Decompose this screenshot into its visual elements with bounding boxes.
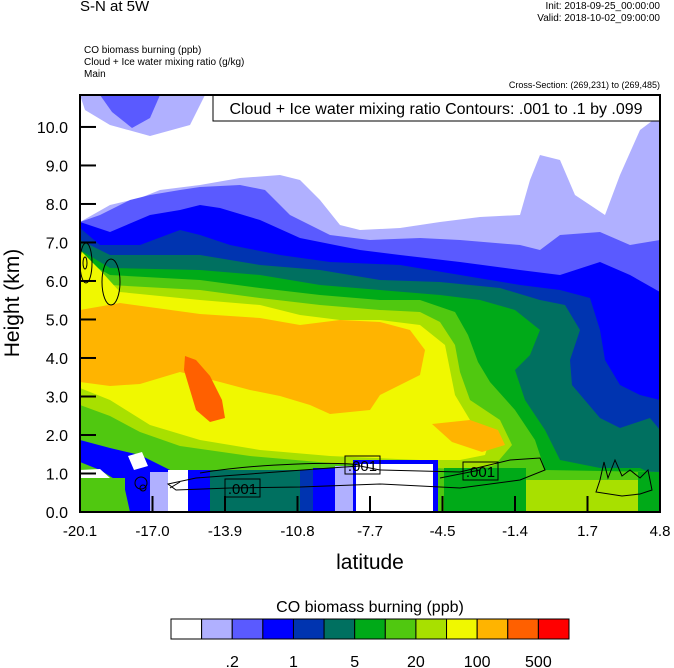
y-tick-label: 1.0 [46, 466, 68, 483]
plot-title: S-N at 5W [80, 0, 150, 15]
contour-legend-text: Cloud + Ice water mixing ratio Contours:… [229, 101, 642, 118]
y-tick-label: 3.0 [46, 389, 68, 406]
colorbar-swatch [323, 618, 356, 640]
contour-line [166, 457, 546, 491]
contour-label: .001 [228, 481, 257, 498]
surface-green [444, 468, 526, 512]
y-tick-label: 6.0 [46, 274, 68, 291]
y-axis-label: Height (km) [1, 249, 24, 358]
x-axis-label: latitude [336, 551, 404, 574]
colorbar-swatch [446, 618, 478, 640]
surface-white-b [356, 464, 433, 512]
surface-blue-b [313, 468, 335, 512]
y-tick-label: 7.0 [46, 235, 68, 252]
colorbar-swatch [201, 618, 233, 640]
y-tick-label: 8.0 [46, 197, 68, 214]
colorbar-swatch [354, 618, 386, 640]
contour-label: .001 [348, 458, 377, 475]
cross-section-label: Cross-Section: (269,231) to (269,485) [508, 80, 660, 90]
x-tick-label: -17.0 [135, 523, 169, 540]
colorbar-swatch [170, 618, 203, 640]
contour-line [82, 256, 88, 270]
surface-blue-a [188, 470, 210, 512]
axes: -20.1 -17.0 -13.9 -10.8 -7.7 -4.5 -1.4 1.7 4.8 0.… [37, 120, 671, 540]
surface-green-left [80, 478, 125, 512]
x-tick-label: -10.8 [280, 523, 314, 540]
surface-white-left [128, 452, 148, 470]
variable-label-domain: Main [84, 69, 106, 80]
contour-line [134, 458, 653, 497]
field-level-11 [184, 356, 225, 422]
colorbar-label: .2 [226, 654, 239, 668]
surface-lightblue [150, 472, 170, 512]
x-tick-label: -13.9 [208, 523, 242, 540]
x-tick-label: -1.4 [502, 523, 528, 540]
y-tick-label: 9.0 [46, 158, 68, 175]
cloud-contours [80, 242, 653, 497]
contour-label: .001 [466, 464, 495, 481]
x-tick-label: -7.7 [357, 523, 383, 540]
y-tick-label: 4.0 [46, 351, 68, 368]
colorbar-label: 500 [525, 654, 552, 668]
surface-white-a [168, 470, 188, 512]
contour-label-box [224, 478, 261, 498]
contour-label-box [344, 455, 381, 475]
contour-line [101, 258, 121, 306]
colorbar-swatch [507, 618, 539, 640]
surface-green-right [638, 472, 660, 512]
contour-line [139, 484, 147, 492]
surface-lightblue-b [335, 466, 353, 512]
field-level-10-blob [432, 420, 505, 452]
valid-time: Valid: 2018-10-02_09:00:00 [537, 13, 660, 24]
colorbar-label: 100 [464, 654, 491, 668]
field-level-10 [80, 303, 425, 414]
colorbar-label: 5 [350, 654, 359, 668]
x-tick-label: -20.1 [63, 523, 97, 540]
colorbar-label: 20 [407, 654, 425, 668]
colorbar-swatch [476, 618, 509, 640]
co-field [80, 95, 660, 512]
y-tick-label: 10.0 [37, 120, 68, 137]
colorbar-swatch [262, 618, 294, 640]
y-tick-label: 0.0 [46, 505, 68, 522]
colorbar-label: 1 [289, 654, 298, 668]
x-tick-label: 1.7 [577, 523, 598, 540]
x-tick-label: -4.5 [430, 523, 456, 540]
contour-label-group: .001 .001 .001 [224, 455, 499, 498]
colorbar-swatch [415, 618, 448, 640]
colorbar-swatch [292, 618, 325, 640]
colorbar: .2 1 5 20 100 500 [170, 618, 570, 668]
y-tick-label: 2.0 [46, 428, 68, 445]
colorbar-title: CO biomass burning (ppb) [276, 599, 464, 616]
colorbar-swatch [384, 618, 417, 640]
colorbar-swatch [537, 618, 570, 640]
y-tick-label: 5.0 [46, 312, 68, 329]
contour-label-box [462, 461, 499, 481]
colorbar-swatch [231, 618, 264, 640]
variable-label-co: CO biomass burning (ppb) [84, 45, 202, 56]
x-tick-label: 4.8 [650, 523, 671, 540]
field-level-2-top [100, 95, 160, 128]
variable-label-cloud: Cloud + Ice water mixing ratio (g/kg) [84, 57, 245, 68]
contour-legend-box [212, 94, 661, 122]
init-time: Init: 2018-09-25_00:00:00 [545, 1, 660, 12]
surface-darkblue [300, 470, 313, 512]
